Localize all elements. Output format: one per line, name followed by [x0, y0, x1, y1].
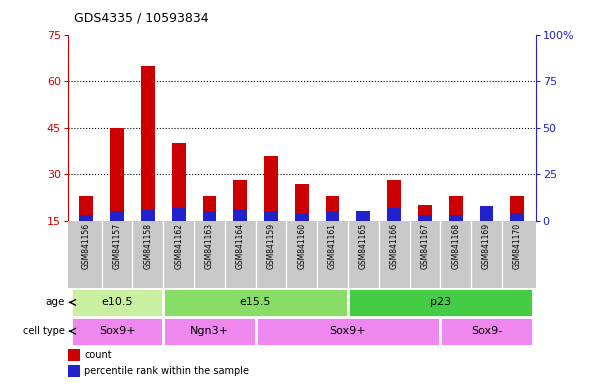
- Bar: [295, 184, 309, 221]
- Text: GSM841158: GSM841158: [143, 223, 152, 269]
- Text: GSM841157: GSM841157: [113, 223, 122, 269]
- Text: GDS4335 / 10593834: GDS4335 / 10593834: [74, 12, 208, 25]
- Text: cell type: cell type: [23, 326, 65, 336]
- Text: GSM841164: GSM841164: [236, 223, 245, 269]
- Text: count: count: [84, 350, 112, 360]
- Bar: [449, 196, 463, 221]
- Text: GSM841169: GSM841169: [482, 223, 491, 269]
- Text: Ngn3+: Ngn3+: [190, 326, 229, 336]
- Bar: [110, 212, 124, 221]
- Text: p23: p23: [430, 297, 451, 308]
- Text: age: age: [45, 297, 65, 308]
- Bar: [418, 205, 432, 221]
- Bar: [80, 196, 93, 221]
- Text: GSM841170: GSM841170: [513, 223, 522, 269]
- Bar: [387, 180, 401, 221]
- Bar: [71, 317, 163, 346]
- Bar: [141, 66, 155, 221]
- Text: percentile rank within the sample: percentile rank within the sample: [84, 366, 249, 376]
- Bar: [326, 196, 339, 221]
- Bar: [255, 317, 440, 346]
- Bar: [440, 317, 533, 346]
- Bar: [326, 212, 339, 221]
- Bar: [202, 196, 217, 221]
- Bar: [172, 208, 186, 221]
- Text: GSM841165: GSM841165: [359, 223, 368, 269]
- Text: e15.5: e15.5: [240, 297, 271, 308]
- Text: GSM841159: GSM841159: [267, 223, 276, 269]
- Bar: [264, 212, 278, 221]
- Bar: [356, 212, 371, 221]
- Bar: [510, 196, 524, 221]
- Text: GSM841156: GSM841156: [82, 223, 91, 269]
- Text: GSM841163: GSM841163: [205, 223, 214, 269]
- Bar: [418, 215, 432, 221]
- Text: GSM841167: GSM841167: [421, 223, 430, 269]
- Bar: [264, 156, 278, 221]
- Text: GSM841166: GSM841166: [389, 223, 399, 269]
- Text: GSM841160: GSM841160: [297, 223, 306, 269]
- Bar: [68, 349, 80, 361]
- Bar: [233, 210, 247, 221]
- Bar: [348, 288, 533, 317]
- Text: GSM841162: GSM841162: [174, 223, 183, 269]
- Bar: [202, 212, 217, 221]
- Bar: [163, 288, 348, 317]
- Bar: [68, 365, 80, 377]
- Bar: [71, 288, 163, 317]
- Bar: [510, 214, 524, 221]
- Bar: [233, 180, 247, 221]
- Text: Sox9-: Sox9-: [471, 326, 502, 336]
- Text: Sox9+: Sox9+: [330, 326, 366, 336]
- Bar: [110, 128, 124, 221]
- Text: e10.5: e10.5: [101, 297, 133, 308]
- Bar: [295, 214, 309, 221]
- Bar: [80, 215, 93, 221]
- Bar: [480, 206, 493, 221]
- Bar: [163, 317, 255, 346]
- Bar: [172, 143, 186, 221]
- Bar: [356, 212, 371, 221]
- Text: Sox9+: Sox9+: [99, 326, 136, 336]
- Text: GSM841161: GSM841161: [328, 223, 337, 269]
- Bar: [387, 208, 401, 221]
- Text: GSM841168: GSM841168: [451, 223, 460, 269]
- Bar: [480, 218, 493, 221]
- Bar: [141, 210, 155, 221]
- Bar: [449, 215, 463, 221]
